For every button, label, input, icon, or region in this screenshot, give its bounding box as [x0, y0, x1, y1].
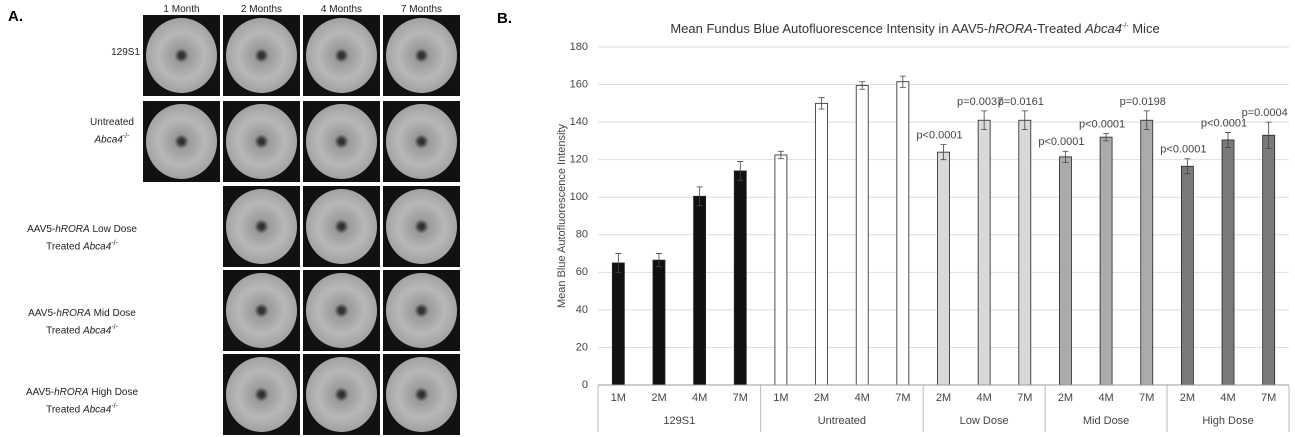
retina — [226, 18, 297, 93]
x-tick-label: 7M — [1017, 392, 1032, 404]
fundus-image — [143, 101, 220, 182]
p-value: p=0.0004 — [1242, 107, 1288, 119]
y-tick-label: 120 — [570, 154, 588, 166]
retina — [306, 189, 377, 264]
fundus-image — [383, 186, 460, 267]
retina — [226, 357, 297, 432]
fundus-image — [303, 15, 380, 96]
bar — [775, 155, 787, 385]
retina — [386, 189, 457, 264]
y-tick-label: 80 — [576, 229, 588, 241]
fundus-image — [223, 186, 300, 267]
retina — [386, 273, 457, 348]
x-tick-label: 7M — [1261, 392, 1276, 404]
y-tick-label: 180 — [570, 41, 588, 53]
fundus-image — [383, 354, 460, 435]
bar — [978, 120, 990, 385]
retina — [226, 189, 297, 264]
bar — [938, 152, 950, 385]
bar — [1181, 166, 1193, 385]
p-value: p=0.0037 — [957, 96, 1003, 108]
y-tick-label: 40 — [576, 304, 588, 316]
group-label: 129S1 — [663, 415, 695, 427]
x-tick-label: 2M — [936, 392, 951, 404]
x-tick-label: 4M — [977, 392, 992, 404]
retina — [146, 104, 217, 179]
fundus-image — [223, 270, 300, 351]
fundus-image — [303, 270, 380, 351]
fundus-image — [223, 354, 300, 435]
x-tick-label: 7M — [733, 392, 748, 404]
bar — [1019, 120, 1031, 385]
x-tick-label: 4M — [1220, 392, 1235, 404]
retina — [226, 104, 297, 179]
x-tick-label: 2M — [651, 392, 666, 404]
fundus-image — [303, 186, 380, 267]
fundus-image — [223, 15, 300, 96]
retina — [146, 18, 217, 93]
retina — [306, 104, 377, 179]
retina — [306, 18, 377, 93]
bar — [694, 196, 706, 385]
retina — [226, 273, 297, 348]
fundus-image — [223, 101, 300, 182]
group-label: Mid Dose — [1083, 415, 1129, 427]
x-tick-label: 2M — [1180, 392, 1195, 404]
retina — [306, 273, 377, 348]
bar — [653, 260, 665, 385]
bar — [856, 85, 868, 385]
bar — [897, 82, 909, 385]
x-tick-label: 4M — [855, 392, 870, 404]
fundus-image — [383, 101, 460, 182]
retina — [386, 357, 457, 432]
x-tick-label: 4M — [1098, 392, 1113, 404]
p-value: p<0.0001 — [1038, 136, 1084, 148]
fundus-image — [143, 15, 220, 96]
retina — [306, 357, 377, 432]
bar — [1263, 135, 1275, 385]
bar — [816, 103, 828, 385]
y-tick-label: 100 — [570, 191, 588, 203]
bar — [1141, 120, 1153, 385]
x-tick-label: 1M — [773, 392, 788, 404]
p-value: p<0.0001 — [1079, 118, 1125, 130]
x-tick-label: 2M — [1058, 392, 1073, 404]
bar — [1059, 157, 1071, 385]
y-tick-label: 20 — [576, 341, 588, 353]
bar — [1100, 137, 1112, 385]
fundus-image — [383, 270, 460, 351]
y-tick-label: 60 — [576, 266, 588, 278]
x-tick-label: 7M — [895, 392, 910, 404]
fundus-image — [383, 15, 460, 96]
bar — [612, 263, 624, 385]
y-axis-label: Mean Blue Autofluorescence Intensity — [556, 123, 568, 308]
p-value: p<0.0001 — [916, 130, 962, 142]
x-tick-label: 7M — [1139, 392, 1154, 404]
x-tick-label: 4M — [692, 392, 707, 404]
x-tick-label: 2M — [814, 392, 829, 404]
y-tick-label: 0 — [582, 379, 588, 391]
figure: A. 129S1 UntreatedAbca4-/- AAV5-hRORA Lo… — [0, 0, 1295, 437]
fundus-image — [303, 101, 380, 182]
y-tick-label: 160 — [570, 78, 588, 90]
group-label: High Dose — [1202, 415, 1253, 427]
bar — [734, 171, 746, 385]
x-tick-label: 1M — [611, 392, 626, 404]
bar — [1222, 140, 1234, 385]
p-value: p=0.0198 — [1120, 96, 1166, 108]
fundus-image — [303, 354, 380, 435]
retina — [386, 104, 457, 179]
group-label: Low Dose — [960, 415, 1009, 427]
p-value: p<0.0001 — [1160, 144, 1206, 156]
p-value: p<0.0001 — [1201, 117, 1247, 129]
y-tick-label: 140 — [570, 116, 588, 128]
group-label: Untreated — [818, 415, 866, 427]
p-value: p=0.0161 — [998, 96, 1044, 108]
retina — [386, 18, 457, 93]
